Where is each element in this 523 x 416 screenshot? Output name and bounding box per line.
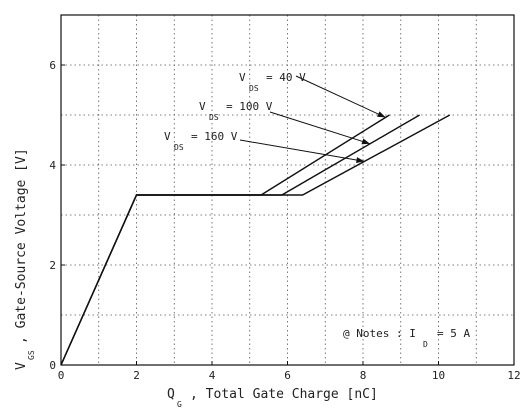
series-label-100v-value: = 100 V [226, 100, 273, 113]
arrow-line-2 [239, 139, 365, 162]
x-tick-label: 8 [360, 369, 367, 382]
x-tick-label: 2 [133, 369, 140, 382]
x-tick-label: 0 [58, 369, 65, 382]
x-tick-label: 10 [432, 369, 445, 382]
x-tick-label: 12 [507, 369, 520, 382]
x-axis-label-subscript: G [177, 400, 182, 409]
y-tick-label: 2 [49, 259, 56, 272]
x-tick-label: 6 [284, 369, 291, 382]
series-label-100v: V [199, 100, 206, 113]
arrow-head-0 [377, 111, 386, 118]
note-value: = 5 A [437, 327, 470, 340]
series-line-0 [60, 114, 390, 366]
x-axis-label-text: , Total Gate Charge [nC] [190, 387, 378, 402]
note-subscript: D [423, 340, 428, 349]
y-axis-label-subscript: GS [27, 350, 36, 360]
tick-labels: 0 2 4 6 8 10 12 0 2 4 6 [49, 59, 520, 382]
arrow-line-0 [295, 75, 386, 118]
series-label-40v-subscript: DS [249, 84, 259, 93]
arrow-line-1 [269, 111, 371, 145]
y-axis-label-symbol: V [14, 362, 29, 370]
series-label-40v: V [239, 71, 246, 84]
series-label-160v-value: = 160 V [191, 130, 238, 143]
series-label-100v-subscript: DS [209, 113, 219, 122]
note-text: @ Notes : I [343, 327, 416, 340]
label-arrows [239, 75, 386, 164]
grid-lines [61, 15, 514, 365]
x-tick-label: 4 [209, 369, 216, 382]
series-label-160v: V [164, 130, 171, 143]
arrow-head-2 [356, 157, 365, 164]
y-tick-label: 6 [49, 59, 56, 72]
y-tick-label: 0 [49, 359, 56, 372]
series-label-40v-value: = 40 V [266, 71, 306, 84]
series-label-160v-subscript: DS [174, 143, 184, 152]
x-axis-label-symbol: Q [167, 387, 175, 402]
y-tick-label: 4 [49, 159, 56, 172]
y-axis-label: V GS , Gate-Source Voltage [V] [14, 148, 36, 370]
series-line-2 [60, 114, 451, 366]
y-axis-label-text: , Gate-Source Voltage [V] [14, 148, 29, 344]
arrow-head-1 [361, 138, 371, 145]
tick-marks [60, 64, 515, 366]
